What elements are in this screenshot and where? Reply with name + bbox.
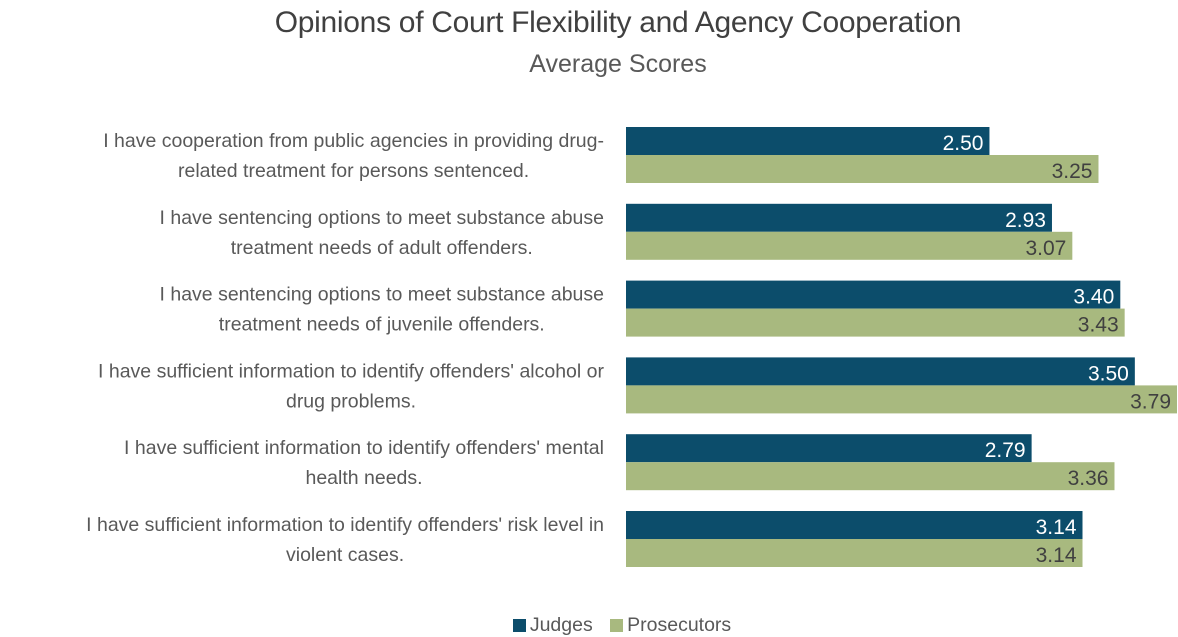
value-label-prosecutors-2: 3.07: [1025, 237, 1066, 260]
legend-swatch-judges: [512, 619, 526, 632]
legend-item-judges: Judges: [512, 614, 593, 637]
bar-prosecutors-2: [626, 231, 1073, 260]
bar-prosecutors-1: [626, 155, 1099, 183]
category-label-line: related treatment for persons sentenced.: [178, 160, 529, 182]
value-label-judges-2: 2.93: [1005, 209, 1046, 232]
bar-prosecutors-6: [626, 539, 1083, 567]
category-label-line: drug problems.: [286, 390, 416, 412]
value-label-judges-1: 2.50: [943, 132, 984, 155]
value-label-judges-4: 3.50: [1088, 362, 1129, 385]
value-label-prosecutors-6: 3.14: [1036, 544, 1077, 567]
value-label-judges-5: 2.79: [985, 439, 1026, 462]
value-label-prosecutors-3: 3.43: [1078, 314, 1119, 337]
category-label-line: I have sentencing options to meet substa…: [160, 284, 604, 306]
category-label-line: I have sentencing options to meet substa…: [160, 207, 604, 229]
bar-judges-1: [626, 127, 990, 155]
category-label-line: health needs.: [305, 467, 422, 489]
category-label: I have cooperation from public agencies …: [103, 130, 604, 182]
category-label-line: violent cases.: [286, 544, 404, 566]
category-label: I have sufficient information to identif…: [86, 514, 604, 566]
category-label: I have sentencing options to meet substa…: [160, 207, 604, 259]
bar-judges-2: [626, 203, 1052, 232]
value-label-judges-3: 3.40: [1073, 286, 1114, 309]
bar-judges-6: [626, 511, 1083, 539]
chart-subtitle: Average Scores: [529, 50, 707, 78]
bar-prosecutors-5: [626, 462, 1115, 491]
value-label-prosecutors-1: 3.25: [1052, 160, 1093, 183]
value-label-prosecutors-4: 3.79: [1130, 390, 1171, 413]
category-label: I have sentencing options to meet substa…: [160, 284, 604, 336]
chart-title: Opinions of Court Flexibility and Agency…: [274, 6, 962, 39]
value-label-prosecutors-5: 3.36: [1068, 467, 1109, 490]
value-label-judges-6: 3.14: [1036, 516, 1077, 539]
category-label: I have sufficient information to identif…: [98, 360, 604, 412]
category-label-line: treatment needs of adult offenders.: [231, 237, 533, 259]
bar-judges-5: [626, 434, 1032, 463]
category-label-line: treatment needs of juvenile offenders.: [219, 314, 545, 336]
legend: Judges Prosecutors: [0, 614, 1178, 637]
category-label-line: I have sufficient information to identif…: [98, 360, 604, 382]
legend-item-prosecutors: Prosecutors: [610, 614, 731, 637]
category-label-line: I have sufficient information to identif…: [124, 437, 604, 459]
category-label-line: I have sufficient information to identif…: [86, 514, 604, 536]
legend-swatch-prosecutors: [610, 619, 624, 632]
bar-prosecutors-4: [626, 385, 1177, 414]
category-label: I have sufficient information to identif…: [124, 437, 604, 489]
bar-judges-4: [626, 357, 1135, 386]
bar-prosecutors-3: [626, 308, 1125, 337]
bar-chart: I have cooperation from public agencies …: [86, 127, 1177, 567]
category-label-line: I have cooperation from public agencies …: [103, 130, 604, 152]
legend-label-prosecutors: Prosecutors: [627, 614, 732, 636]
bar-judges-3: [626, 280, 1121, 309]
legend-label-judges: Judges: [529, 614, 593, 636]
